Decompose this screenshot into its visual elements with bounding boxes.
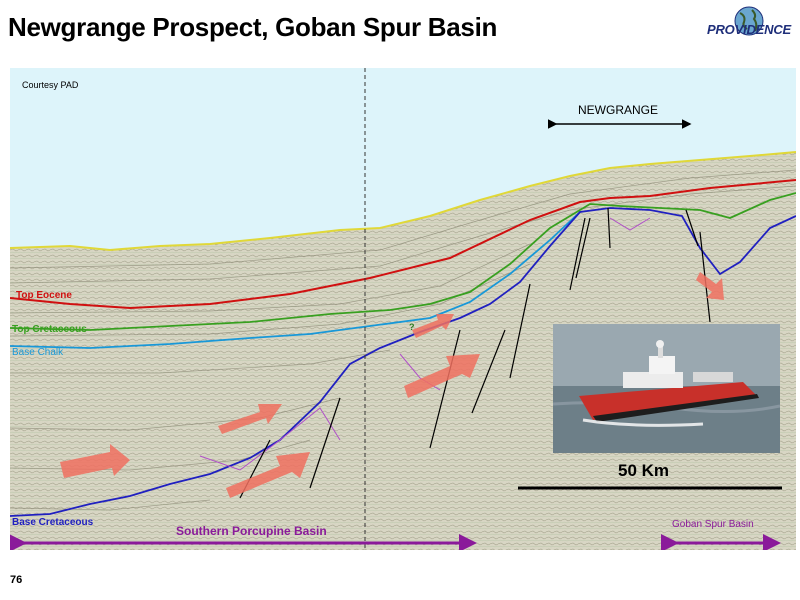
goban-spur-basin-label: Goban Spur Basin [672, 519, 754, 530]
horizon-base-chalk [9, 211, 581, 349]
newgrange-label: NEWGRANGE [578, 103, 659, 117]
reflector-bands [9, 169, 797, 511]
top-cretaceous-label: Top Cretaceous [12, 324, 87, 335]
top-eocene-label: Top Eocene [16, 290, 72, 301]
hydrocarbon-migration-arrows [60, 272, 724, 498]
southern-porcupine-basin-label: Southern Porcupine Basin [176, 524, 327, 538]
slide-title: Newgrange Prospect, Goban Spur Basin [8, 12, 498, 42]
question-mark-label: ? [409, 322, 415, 332]
page-number: 76 [10, 574, 23, 586]
globe-icon [734, 6, 764, 36]
scale-label: 50 Km [618, 461, 670, 480]
base-cretaceous-label: Base Cretaceous [12, 517, 94, 528]
seismic-section [9, 68, 797, 552]
providence-logo: PROVIDENCE [702, 4, 796, 52]
seabed-horizon [9, 151, 797, 252]
courtesy-label: Courtesy PAD [22, 80, 79, 90]
horizon-top-cretaceous [9, 192, 797, 331]
horizon-top-eocene [9, 179, 797, 310]
seismic-section-figure [9, 68, 797, 552]
logo-wordmark: PROVIDENCE [707, 22, 791, 37]
horizon-base-cretaceous [9, 207, 797, 517]
survey-vessel-photo [553, 324, 780, 453]
base-chalk-label: Base Chalk [12, 347, 64, 358]
